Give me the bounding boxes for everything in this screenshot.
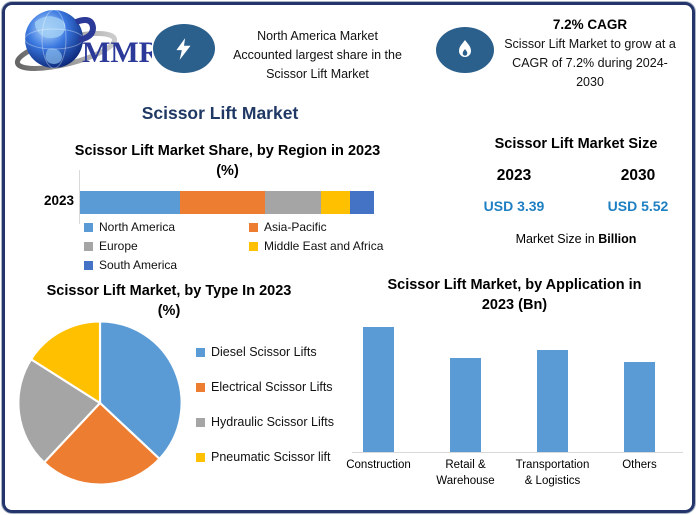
fact-line: North America Market [257,29,378,43]
region-bar-segment-asia-pacific [179,191,266,214]
category-label-others: Others [622,459,657,471]
legend-marker [196,382,205,392]
mmr-logo-text: MMR [82,36,152,69]
category-label-transportation-logistics: Transportation & Logistics [515,459,590,487]
legend-item-europe: Europe [84,239,249,253]
legend-marker [196,347,205,357]
logo-curl [74,17,97,43]
type-pie-chart [17,320,183,486]
legend-label: Pneumatic Scissor lift [211,450,331,464]
lightning-icon [153,24,215,73]
application-chart-category-labels: Construction Retail & Warehouse Transporta… [346,458,683,498]
globe-icon [24,9,84,69]
legend-label: South America [99,258,178,272]
usd-value: USD 5.52 [607,198,669,214]
legend-marker [196,417,205,427]
legend-item-south-america: South America [84,258,249,272]
region-bar-segment-south-america [350,191,374,214]
market-size-years: 2023 2030 [452,167,697,185]
application-chart-title: Scissor Lift Market, by Application in 2… [387,277,642,313]
market-size-panel: Scissor Lift Market Size 2023 2030 USD 3… [452,136,697,246]
flame-icon [436,27,494,73]
fact-cagr: 7.2% CAGR Scissor Lift Market to grow at… [490,15,690,92]
legend-label: Europe [99,239,138,253]
region-bar-segment-north-america [80,191,180,214]
legend-item-pneumatic-scissor-lift: Pneumatic Scissor lift [196,450,334,464]
legend-label: Hydraulic Scissor Lifts [211,415,334,429]
legend-label: Middle East and Africa [264,239,384,253]
legend-item-middle-east-and-africa: Middle East and Africa [249,239,390,253]
fact-line: Scissor Lift Market to grow at a [504,37,676,52]
type-chart-title: Scissor Lift Market, by Type In 2023 (%) [46,283,292,319]
market-size-values: USD 3.39 USD 5.52 [452,198,697,214]
type-chart-legend: Diesel Scissor Lifts Electrical Scissor L… [196,345,334,464]
page-title: Scissor Lift Market [141,103,299,123]
region-stacked-bar [80,191,374,214]
legend-marker [249,222,258,232]
legend-item-diesel-scissor-lifts: Diesel Scissor Lifts [196,345,334,359]
region-bar-segment-europe [265,191,322,214]
year-label: 2023 [496,167,532,184]
legend-item-electrical-scissor-lifts: Electrical Scissor Lifts [196,380,334,394]
legend-marker [84,260,93,270]
legend-marker [196,452,205,462]
bar-others [624,362,655,452]
legend-item-hydraulic-scissor-lifts: Hydraulic Scissor Lifts [196,415,334,429]
category-label-retail-warehouse: Retail & Warehouse [436,459,495,487]
region-chart-category-label: 2023 [43,193,74,208]
fact-line: Accounted largest share in the [233,47,402,62]
region-chart-axis [79,170,80,224]
bar-transportation-logistics [537,350,568,452]
year-label: 2030 [620,167,656,184]
legend-label: North America [99,220,176,234]
region-chart-title: Scissor Lift Market Share, by Region in … [74,143,381,179]
fact-line: CAGR of 7.2% during 2024- [512,56,668,70]
market-size-footnote: Market Size in Billion [515,232,637,246]
legend-marker [84,241,93,251]
fact-north-america: North America Market Accounted largest s… [220,27,415,83]
fact-line: 2030 [576,74,604,89]
legend-marker [249,241,258,251]
pie-slice-hydraulic-scissor-lifts [17,357,102,464]
market-size-title: Scissor Lift Market Size [494,136,658,152]
legend-marker [84,222,93,232]
legend-item-north-america: North America [84,220,249,234]
legend-label: Electrical Scissor Lifts [211,380,333,394]
usd-value: USD 3.39 [483,198,545,214]
pie-slice-pneumatic-scissor-lift [29,320,102,405]
application-bar-chart [352,320,683,453]
cagr-title: 7.2% CAGR [552,17,628,32]
region-chart-legend: North America Asia-Pacific Europe Middle Ea… [84,220,390,272]
legend-item-asia-pacific: Asia-Pacific [249,220,390,234]
pie-slice-electrical-scissor-lifts [42,401,161,486]
bar-retail-warehouse [450,358,481,452]
legend-label: Diesel Scissor Lifts [211,345,317,359]
mmr-logo: MMR [14,9,152,71]
pie-slice-diesel-scissor-lifts [98,320,183,461]
fact-line: Scissor Lift Market [266,66,369,81]
category-label-construction: Construction [346,459,411,471]
legend-label: Asia-Pacific [264,220,327,234]
bar-construction [363,327,394,452]
region-bar-segment-middle-east-and-africa [321,191,351,214]
